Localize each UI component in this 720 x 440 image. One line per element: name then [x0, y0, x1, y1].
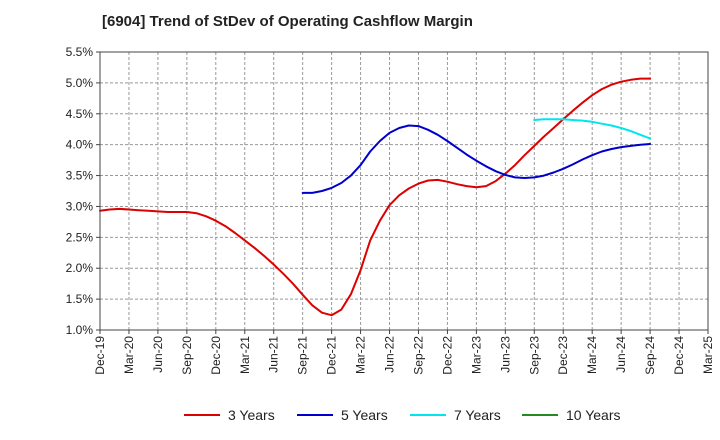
legend-item-10-years: 10 Years [522, 404, 621, 426]
y-tick-label: 3.5% [66, 169, 94, 183]
x-tick-label: Jun-23 [498, 336, 512, 373]
y-tick-label: 2.0% [66, 261, 94, 275]
x-tick-label: Dec-21 [325, 336, 339, 375]
x-tick-label: Dec-19 [93, 336, 107, 375]
x-tick-label: Jun-24 [614, 336, 628, 373]
x-tick-label: Dec-23 [556, 336, 570, 375]
series-line-5-years [301, 124, 652, 194]
legend-label-5-years: 5 Years [341, 407, 388, 423]
x-tick-label: Dec-22 [440, 336, 454, 375]
legend-item-3-years: 3 Years [184, 404, 275, 426]
series-lines [99, 77, 652, 317]
chart-title: [6904] Trend of StDev of Operating Cashf… [102, 13, 473, 30]
y-tick-label: 1.5% [66, 292, 94, 306]
series-line-3-years [99, 77, 652, 317]
x-tick-label: Sep-20 [180, 336, 194, 375]
legend: 3 Years 5 Years 7 Years 10 Years [0, 404, 720, 426]
legend-swatch-7-years [410, 414, 446, 416]
legend-item-5-years: 5 Years [297, 404, 388, 426]
y-tick-label: 5.5% [66, 45, 94, 59]
legend-swatch-3-years [184, 414, 220, 416]
x-tick-label: Mar-25 [701, 336, 715, 374]
y-tick-label: 5.0% [66, 76, 94, 90]
y-tick-label: 4.5% [66, 107, 94, 121]
legend-swatch-5-years [297, 414, 333, 416]
x-tick-label: Dec-24 [672, 336, 686, 375]
x-axis-ticks: Dec-19 Mar-20 Jun-20 Sep-20 Dec-20 Mar-21 Jun-… [93, 330, 715, 375]
legend-label-7-years: 7 Years [454, 407, 501, 423]
x-tick-label: Sep-22 [411, 336, 425, 375]
x-tick-label: Mar-20 [122, 336, 136, 374]
x-tick-label: Mar-22 [354, 336, 368, 374]
x-tick-label: Sep-24 [643, 336, 657, 375]
x-tick-label: Mar-21 [238, 336, 252, 374]
legend-item-7-years: 7 Years [410, 404, 501, 426]
series-line-7-years [533, 118, 652, 140]
y-tick-label: 1.0% [66, 323, 94, 337]
x-tick-label: Sep-23 [527, 336, 541, 375]
x-tick-label: Jun-21 [267, 336, 281, 373]
legend-swatch-10-years [522, 414, 558, 416]
plot-area-frame [99, 51, 709, 331]
y-tick-label: 4.0% [66, 138, 94, 152]
x-tick-label: Jun-22 [383, 336, 397, 373]
y-tick-label: 3.0% [66, 199, 94, 213]
legend-label-3-years: 3 Years [228, 407, 275, 423]
x-tick-label: Mar-24 [585, 336, 599, 374]
legend-label-10-years: 10 Years [566, 407, 621, 423]
x-tick-label: Jun-20 [151, 336, 165, 373]
y-axis-ticks: 1.0% 1.5% 2.0% 2.5% 3.0% 3.5% 4.0% 4.5% 5.0% 5.5% [66, 45, 100, 337]
x-tick-label: Sep-21 [296, 336, 310, 375]
x-tick-label: Dec-20 [209, 336, 223, 375]
x-tick-label: Mar-23 [469, 336, 483, 374]
y-tick-label: 2.5% [66, 230, 94, 244]
